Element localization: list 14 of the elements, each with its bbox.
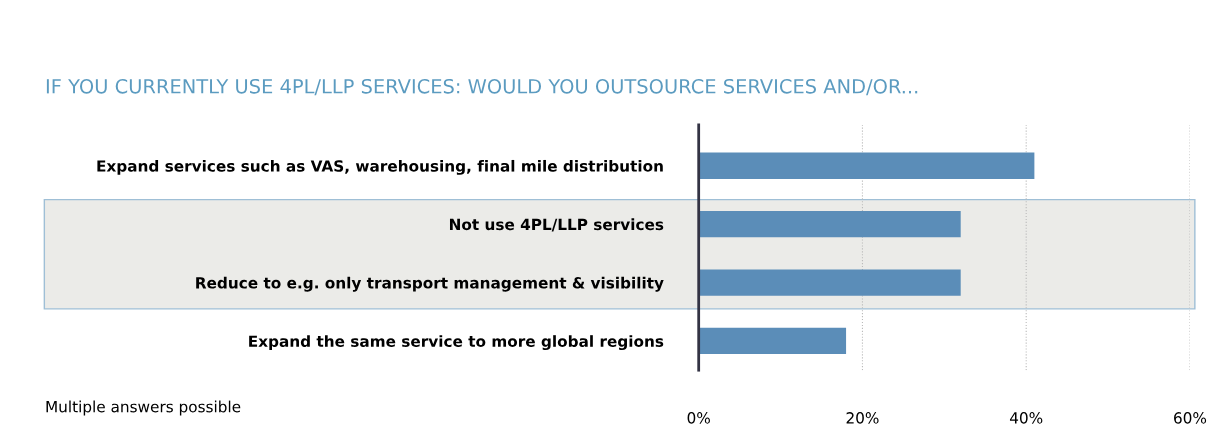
y-tick-label: Expand services such as VAS, warehousing, final mile distribution bbox=[97, 159, 663, 175]
y-tick-label: Reduce to e.g. only transport management & visibility bbox=[196, 276, 664, 292]
bar bbox=[698, 327, 847, 355]
text: Multiple answers possible bbox=[46, 400, 241, 416]
x-tick-label: 60% bbox=[1174, 412, 1207, 424]
x-tick-label: 40% bbox=[1009, 412, 1043, 424]
text: IF YOU CURRENTLY USE 4PL/LLP SERVICES: WOULD YOU OUTSOURCE SERVICES AND/OR... bbox=[46, 78, 918, 96]
bar bbox=[698, 269, 961, 296]
y-tick-label: Expand the same service to more global regions bbox=[249, 335, 664, 351]
bar bbox=[698, 211, 961, 238]
bar bbox=[698, 152, 1035, 179]
x-tick-label: 20% bbox=[846, 412, 879, 424]
x-tick-label: 0% bbox=[687, 412, 710, 424]
y-tick-label: Not use 4PL/LLP services bbox=[449, 218, 664, 232]
